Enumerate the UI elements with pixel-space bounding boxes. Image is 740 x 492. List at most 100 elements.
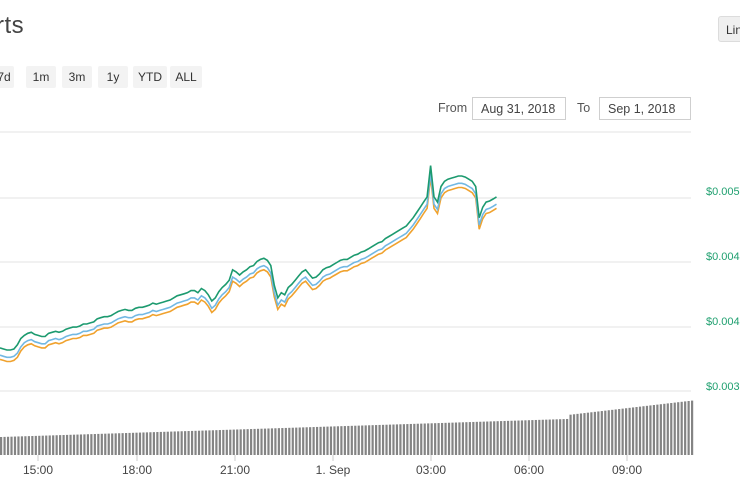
volume-bar <box>659 404 662 455</box>
y-tick-label: $0.004 <box>706 316 740 328</box>
volume-bar <box>236 429 239 455</box>
volume-bars <box>0 400 694 455</box>
volume-bar <box>590 412 593 455</box>
grid-lines <box>0 131 691 392</box>
volume-bar <box>343 426 346 455</box>
volume-bar <box>69 434 72 455</box>
volume-bar <box>17 436 20 455</box>
volume-bar <box>111 433 114 455</box>
x-tick-label: 03:00 <box>416 463 446 477</box>
volume-bar <box>413 423 416 455</box>
volume-bar <box>517 420 520 455</box>
volume-bar <box>604 410 607 455</box>
volume-bar <box>465 422 468 455</box>
volume-bar <box>138 432 142 455</box>
volume-bar <box>260 428 263 455</box>
volume-bar <box>114 433 117 455</box>
x-tick-label: 15:00 <box>23 463 53 477</box>
volume-bar <box>631 407 635 455</box>
volume-bar <box>142 432 145 455</box>
volume-bar <box>482 421 485 455</box>
volume-bar <box>41 435 44 455</box>
range-1m-button[interactable]: 1m <box>26 66 56 88</box>
volume-bar <box>6 436 10 455</box>
series-line-orange <box>0 177 497 363</box>
volume-bar <box>635 407 638 455</box>
volume-bar <box>163 431 166 455</box>
volume-bar <box>121 433 124 455</box>
volume-bar <box>548 419 551 455</box>
volume-bar <box>666 403 669 455</box>
volume-bar <box>62 435 65 455</box>
range-ytd-button[interactable]: YTD <box>133 66 167 88</box>
volume-bar <box>479 421 482 455</box>
volume-bar <box>3 436 6 455</box>
volume-bar <box>100 433 103 455</box>
volume-bar <box>437 423 440 455</box>
volume-bar <box>204 430 208 455</box>
volume-bar <box>597 411 600 455</box>
volume-bar <box>250 429 253 455</box>
volume-bar <box>534 419 537 455</box>
x-tick-label: 09:00 <box>612 463 642 477</box>
volume-bar <box>277 428 280 455</box>
volume-bar <box>361 425 364 455</box>
volume-bar <box>691 400 694 455</box>
volume-bar <box>336 426 340 455</box>
volume-bar <box>520 420 524 455</box>
volume-bar <box>197 430 201 455</box>
volume-bar <box>586 412 590 455</box>
volume-bar <box>180 431 183 455</box>
volume-bar <box>559 419 562 455</box>
volume-bar <box>545 419 548 455</box>
range-1y-button[interactable]: 1y <box>98 66 128 88</box>
volume-bar <box>475 421 478 455</box>
range-all-button[interactable]: ALL <box>170 66 202 88</box>
volume-bar <box>381 424 385 455</box>
x-axis: 15:00 18:00 21:00 1. Sep 03:00 06:00 09:00 <box>23 455 642 477</box>
volume-bar <box>409 423 412 455</box>
volume-bar <box>194 430 197 455</box>
volume-bar <box>364 425 367 455</box>
to-date-input[interactable] <box>599 97 691 120</box>
volume-bar <box>90 434 93 455</box>
volume-bar <box>357 425 360 455</box>
range-3m-button[interactable]: 3m <box>62 66 92 88</box>
volume-bar <box>65 434 69 455</box>
volume-bar <box>97 433 100 455</box>
volume-bar <box>673 402 676 455</box>
volume-bar <box>253 428 256 455</box>
from-date-input[interactable] <box>472 97 566 120</box>
volume-bar <box>642 406 645 455</box>
from-label: From <box>438 101 468 115</box>
volume-bar <box>319 426 322 455</box>
volume-bar <box>118 433 121 455</box>
volume-bar <box>496 421 499 455</box>
volume-bar <box>152 432 155 455</box>
volume-bar <box>406 424 409 455</box>
range-7d-button[interactable]: 7d <box>0 66 14 88</box>
volume-bar <box>76 434 79 455</box>
volume-bar <box>38 435 41 455</box>
volume-bar <box>295 427 298 455</box>
volume-bar <box>416 423 419 455</box>
volume-bar <box>232 429 235 455</box>
volume-bar <box>614 409 617 455</box>
x-tick-label: 21:00 <box>220 463 250 477</box>
x-tick-label: 06:00 <box>514 463 544 477</box>
volume-bar <box>538 419 541 455</box>
volume-bar <box>565 418 569 455</box>
volume-bar <box>263 428 267 455</box>
volume-bar <box>201 430 204 455</box>
volume-bar <box>541 419 544 455</box>
volume-bar <box>493 421 496 455</box>
volume-bar <box>298 427 301 455</box>
volume-bar <box>472 421 475 455</box>
series-line-green <box>0 165 497 351</box>
volume-bar <box>506 420 510 455</box>
chart-style-button[interactable]: Lin <box>718 16 740 42</box>
volume-bar <box>187 431 190 455</box>
volume-bar <box>326 426 329 455</box>
volume-bar <box>458 422 461 455</box>
